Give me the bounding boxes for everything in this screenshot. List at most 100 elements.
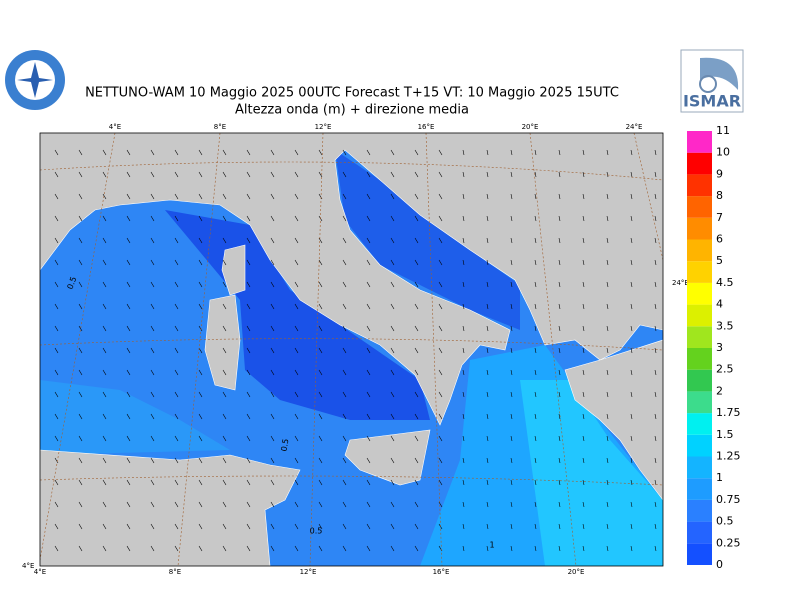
direction-arrow — [54, 413, 59, 420]
direction-arrow — [270, 325, 275, 332]
direction-arrow — [654, 413, 657, 420]
direction-arrow — [342, 303, 347, 310]
direction-arrow — [630, 259, 633, 266]
direction-arrow — [558, 325, 561, 332]
direction-arrow — [486, 501, 489, 508]
direction-arrow — [606, 215, 609, 222]
direction-arrow — [270, 281, 275, 288]
direction-arrow — [438, 259, 443, 266]
direction-arrow — [366, 215, 371, 222]
direction-arrow — [486, 215, 489, 222]
direction-arrow — [102, 413, 107, 420]
direction-arrow — [606, 237, 609, 244]
colorbar-label: 0.25 — [716, 536, 741, 549]
lon-label: 4°E — [34, 568, 46, 576]
direction-arrow — [318, 435, 323, 442]
direction-arrow — [318, 325, 323, 332]
direction-arrow — [174, 523, 179, 530]
direction-arrow — [390, 171, 395, 178]
direction-arrow — [270, 171, 275, 178]
direction-arrow — [294, 413, 299, 420]
direction-arrow — [630, 193, 633, 200]
direction-arrow — [510, 171, 513, 178]
direction-arrow — [414, 413, 419, 420]
colorbar-box — [687, 239, 712, 262]
lon-label: 4°E — [109, 123, 121, 131]
direction-arrow — [78, 259, 83, 266]
colorbar: 0 0.25 0.5 0.75 1 1.25 1.5 1.75 2 2.5 3 3.5 4 4.5 5 6 7 8… — [687, 124, 741, 571]
direction-arrow — [54, 391, 59, 398]
direction-arrow — [102, 237, 107, 244]
direction-arrow — [606, 413, 609, 420]
direction-arrow — [534, 281, 537, 288]
direction-arrow — [606, 171, 609, 178]
direction-arrow — [102, 281, 107, 288]
direction-arrow — [414, 171, 419, 178]
colorbar-label: 3.5 — [716, 319, 734, 332]
direction-arrow — [222, 347, 227, 354]
direction-arrow — [246, 391, 251, 398]
direction-arrow — [582, 391, 585, 398]
colorbar-box — [687, 456, 712, 479]
lon-label: 24°E — [626, 123, 643, 131]
direction-arrow — [606, 149, 609, 156]
direction-arrow — [510, 523, 513, 530]
colorbar-label: 8 — [716, 189, 723, 202]
direction-arrow — [582, 523, 585, 530]
direction-arrow — [342, 501, 347, 508]
colorbar-box — [687, 326, 712, 348]
direction-arrow — [390, 193, 395, 200]
direction-arrow — [54, 457, 59, 464]
direction-arrow — [654, 347, 657, 354]
colorbar-label: 1.25 — [716, 450, 741, 463]
direction-arrow — [54, 193, 59, 200]
direction-arrow — [438, 215, 443, 222]
direction-arrow — [630, 237, 633, 244]
direction-arrow — [462, 391, 465, 398]
direction-arrow — [534, 413, 537, 420]
direction-arrow — [78, 193, 83, 200]
direction-arrow — [438, 479, 443, 486]
direction-arrow — [582, 347, 585, 354]
direction-arrow — [198, 347, 203, 354]
direction-arrow — [342, 347, 347, 354]
direction-arrow — [390, 303, 395, 310]
direction-arrow — [270, 193, 275, 200]
direction-arrow — [462, 281, 465, 288]
direction-arrow — [342, 523, 347, 530]
direction-arrow — [102, 303, 107, 310]
direction-arrow — [318, 347, 323, 354]
direction-arrow — [414, 501, 419, 508]
direction-arrow — [414, 545, 419, 552]
direction-arrow — [654, 259, 657, 266]
direction-arrow — [198, 149, 203, 156]
direction-arrow — [54, 281, 59, 288]
direction-arrow — [510, 391, 513, 398]
direction-arrow — [150, 171, 155, 178]
colorbar-label: 0.5 — [716, 515, 734, 528]
direction-arrow — [438, 149, 443, 156]
direction-arrow — [462, 325, 465, 332]
direction-arrow — [342, 413, 347, 420]
direction-arrow — [150, 193, 155, 200]
lon-label: 12°E — [300, 568, 317, 576]
direction-arrow — [558, 171, 561, 178]
direction-arrow — [414, 193, 419, 200]
direction-arrow — [558, 479, 561, 486]
direction-arrow — [462, 259, 465, 266]
direction-arrow — [174, 325, 179, 332]
direction-arrow — [486, 303, 489, 310]
direction-arrow — [462, 303, 465, 310]
direction-arrow — [126, 479, 131, 486]
colorbar-box — [687, 217, 712, 240]
direction-arrow — [102, 259, 107, 266]
direction-arrow — [366, 149, 371, 156]
direction-arrow — [174, 545, 179, 552]
direction-arrow — [390, 215, 395, 222]
colorbar-box — [687, 391, 712, 414]
direction-arrow — [198, 479, 203, 486]
map — [40, 133, 663, 566]
direction-arrow — [582, 259, 585, 266]
direction-arrow — [102, 545, 107, 552]
direction-arrow — [462, 215, 465, 222]
